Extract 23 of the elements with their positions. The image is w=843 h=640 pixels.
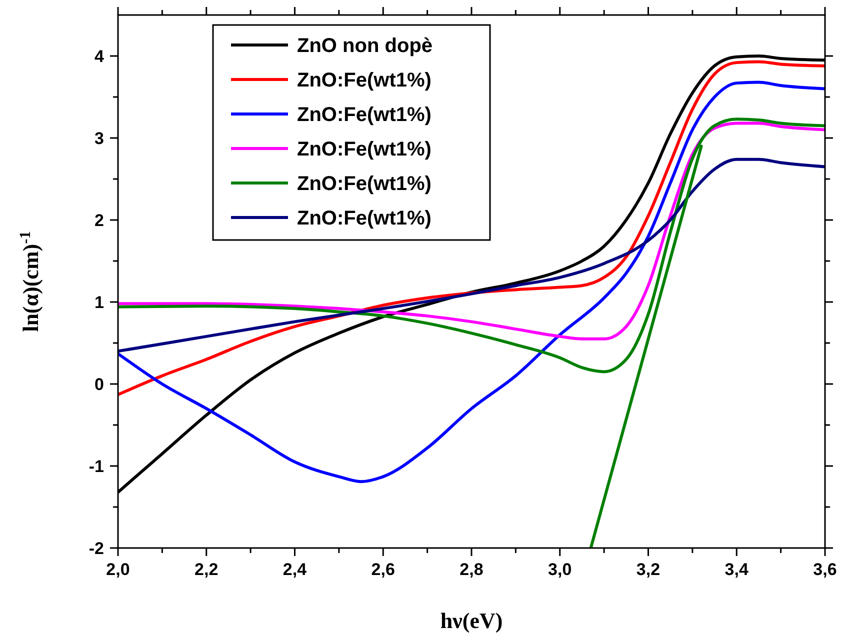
x-tick-label: 2,0 bbox=[106, 560, 130, 579]
x-tick-label: 3,4 bbox=[724, 560, 749, 579]
legend-label: ZnO:Fe(wt1%) bbox=[297, 70, 432, 92]
legend-label: ZnO:Fe(wt1%) bbox=[297, 104, 432, 126]
y-tick-label: 0 bbox=[94, 375, 104, 394]
x-axis-title: hν(eV) bbox=[440, 608, 503, 633]
y-tick-label: -2 bbox=[88, 539, 104, 558]
x-tick-label: 3,2 bbox=[636, 560, 660, 579]
x-tick-label: 2,2 bbox=[194, 560, 218, 579]
legend-label: ZnO non dopè bbox=[297, 35, 433, 57]
x-tick-label: 2,4 bbox=[282, 560, 308, 579]
legend-label: ZnO:Fe(wt1%) bbox=[297, 138, 432, 160]
x-tick-label: 3,0 bbox=[548, 560, 572, 579]
x-tick-label: 2,6 bbox=[371, 560, 395, 579]
legend-label: ZnO:Fe(wt1%) bbox=[297, 173, 432, 195]
y-tick-label: 3 bbox=[94, 129, 104, 148]
y-tick-label: -1 bbox=[88, 457, 104, 476]
y-tick-label: 1 bbox=[94, 293, 104, 312]
x-tick-label: 2,8 bbox=[460, 560, 484, 579]
x-tick-label: 3,6 bbox=[813, 560, 837, 579]
y-tick-label: 2 bbox=[94, 211, 104, 230]
y-tick-label: 4 bbox=[94, 47, 105, 66]
legend-label: ZnO:Fe(wt1%) bbox=[297, 208, 432, 230]
